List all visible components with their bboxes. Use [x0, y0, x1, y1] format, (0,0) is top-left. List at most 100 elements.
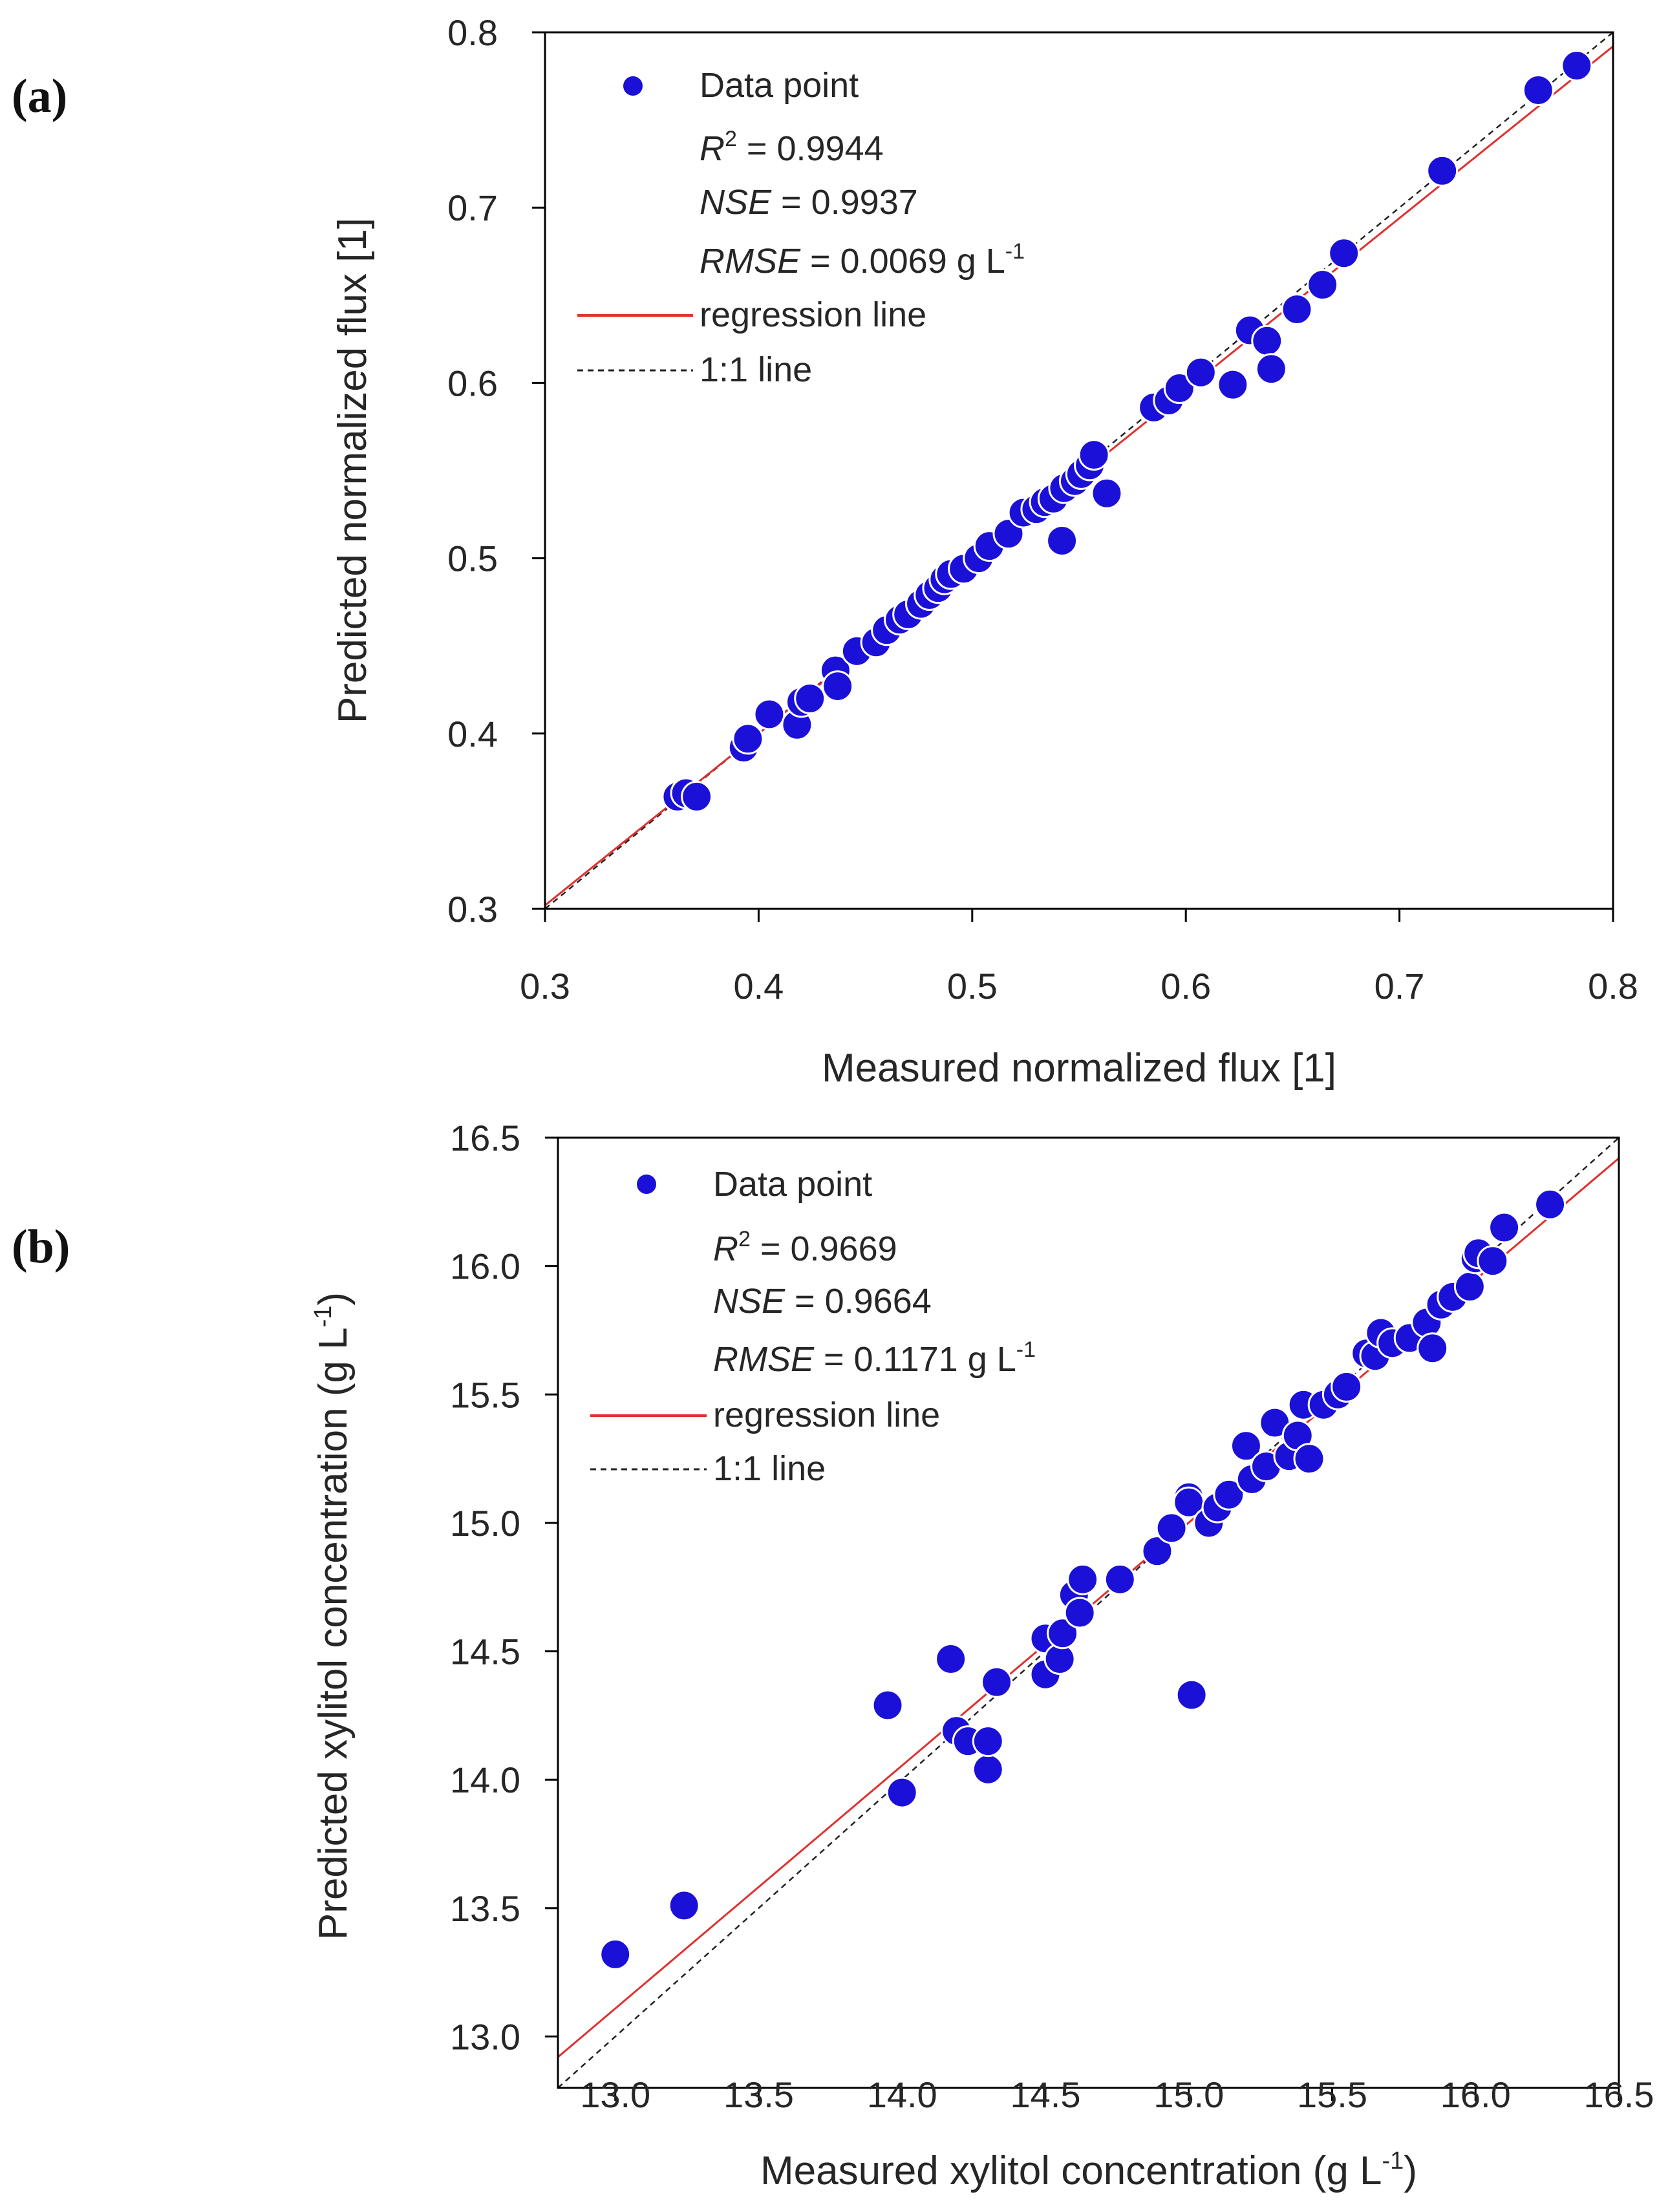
data-point: [1307, 269, 1339, 301]
data-point: [1155, 1512, 1188, 1544]
y-tick-label: 0.7: [447, 187, 498, 228]
data-point: [668, 1889, 700, 1922]
data-point: [1522, 74, 1554, 106]
x-tick-label: 0.4: [733, 966, 784, 1006]
stat-rmse: RMSE = 0.0069 g L-1: [700, 239, 1025, 281]
data-point: [1255, 353, 1287, 385]
data-point: [1251, 324, 1283, 357]
panel-label: (a): [12, 70, 67, 123]
stat-nse: NSE = 0.9664: [713, 1282, 932, 1321]
y-axis-label: Predicted xylitol concentration (g L-1): [310, 1292, 356, 1940]
x-tick-label: 15.0: [1153, 2074, 1224, 2115]
y-tick-label: 0.6: [447, 363, 498, 403]
panel-b: (b) 13.0 13.5 14.0 14.5 15.0 15.5 16.0 16.5 13.…: [12, 1118, 1654, 2193]
y-axis-label: Predicted normalized flux [1]: [330, 218, 375, 723]
data-point: [872, 1689, 904, 1721]
panel-a: (a) 0.3 0.4 0.5 0.6 0.7 0.8 0.30.40.50.60.70.…: [12, 12, 1638, 1090]
x-axis-label: Measured normalized flux [1]: [822, 1046, 1336, 1090]
data-point: [1104, 1563, 1136, 1595]
stat-r2: R2 = 0.9669: [713, 1227, 897, 1268]
stat-r2: R2 = 0.9944: [700, 127, 884, 168]
data-point: [1281, 293, 1313, 325]
data-point: [1078, 439, 1110, 471]
data-point: [1091, 477, 1123, 509]
data-point: [1561, 50, 1593, 82]
data-point: [935, 1643, 967, 1675]
x-tick-label: 13.5: [723, 2074, 794, 2115]
legend-identity: 1:1 line: [713, 1449, 826, 1488]
data-point: [1534, 1188, 1567, 1220]
x-axis: 0.3 0.4 0.5 0.6 0.7 0.8: [520, 909, 1638, 1006]
data-point: [599, 1938, 632, 1970]
data-point: [1067, 1563, 1099, 1595]
y-tick-label: 13.5: [450, 1888, 520, 1929]
x-tick-label: 14.5: [1010, 2074, 1080, 2115]
x-tick-label: 0.6: [1160, 966, 1211, 1006]
x-tick-label: 0.5: [947, 966, 998, 1006]
stat-nse: NSE = 0.9937: [700, 183, 918, 222]
data-point: [886, 1776, 918, 1809]
data-point: [822, 670, 854, 703]
y-tick-label: 0.8: [447, 12, 498, 53]
legend: Data point R2 = 0.9669 NSE = 0.9664 RMSE…: [590, 1165, 1036, 1488]
y-tick-label: 0.5: [447, 538, 498, 579]
x-tick-label: 16.5: [1584, 2074, 1654, 2115]
y-axis: 0.3 0.4 0.5 0.6 0.7 0.8: [447, 12, 545, 930]
y-tick-label: 16.0: [450, 1246, 520, 1287]
data-point: [1064, 1597, 1096, 1629]
x-tick-label: 0.7: [1374, 966, 1425, 1006]
data-points: [661, 50, 1593, 813]
x-tick-label: 0.8: [1588, 966, 1638, 1006]
data-point: [1293, 1443, 1325, 1475]
legend-data-point: Data point: [713, 1165, 872, 1204]
x-tick-label: 0.3: [520, 966, 570, 1006]
legend-point-marker: [623, 76, 643, 96]
data-point: [1488, 1211, 1521, 1244]
data-point: [1047, 1617, 1079, 1650]
y-tick-label: 15.5: [450, 1374, 520, 1415]
data-point: [1417, 1332, 1449, 1365]
data-point: [972, 1753, 1004, 1785]
data-point: [1141, 1535, 1173, 1568]
data-point: [1331, 1370, 1363, 1403]
data-point: [794, 683, 826, 715]
data-point: [681, 780, 713, 813]
x-axis-label: Measured xylitol concentration (g L-1): [760, 2147, 1417, 2193]
data-point: [732, 723, 764, 755]
data-point: [1163, 372, 1195, 405]
data-points: [599, 1188, 1567, 1970]
data-point: [972, 1725, 1004, 1758]
data-point: [1184, 356, 1217, 388]
plot-frame: [544, 31, 1614, 910]
y-tick-label: 15.0: [450, 1503, 520, 1544]
y-tick-label: 0.3: [447, 889, 498, 930]
data-point: [1426, 154, 1459, 187]
plot-frame: [557, 1136, 1620, 2089]
y-tick-label: 0.4: [447, 714, 498, 754]
y-tick-label: 13.0: [450, 2017, 520, 2058]
legend-identity: 1:1 line: [700, 350, 812, 389]
y-tick-label: 16.5: [450, 1118, 520, 1158]
data-point: [981, 1666, 1013, 1698]
y-axis: 13.0 13.5 14.0 14.5 15.0 15.5 16.0 16.5: [450, 1118, 558, 2058]
data-point: [753, 698, 786, 730]
data-point: [1046, 524, 1078, 557]
x-axis: 13.0 13.5 14.0 14.5 15.0 15.5 16.0 16.5: [580, 2074, 1654, 2115]
legend-data-point: Data point: [700, 66, 859, 105]
stat-rmse: RMSE = 0.1171 g L-1: [713, 1337, 1036, 1379]
x-tick-label: 16.0: [1440, 2074, 1511, 2115]
x-tick-label: 14.0: [867, 2074, 937, 2115]
data-point: [1453, 1270, 1486, 1303]
data-point: [1213, 1478, 1245, 1511]
y-tick-label: 14.0: [450, 1760, 520, 1800]
data-point: [1328, 237, 1360, 270]
data-point: [1477, 1245, 1509, 1277]
x-tick-label: 15.5: [1297, 2074, 1367, 2115]
legend-regression: regression line: [700, 295, 926, 334]
legend-regression: regression line: [713, 1396, 940, 1434]
data-point: [1217, 368, 1249, 401]
data-point: [1230, 1430, 1262, 1462]
legend: Data point R2 = 0.9944 NSE = 0.9937 RMSE…: [577, 66, 1025, 389]
data-point: [1175, 1679, 1208, 1711]
